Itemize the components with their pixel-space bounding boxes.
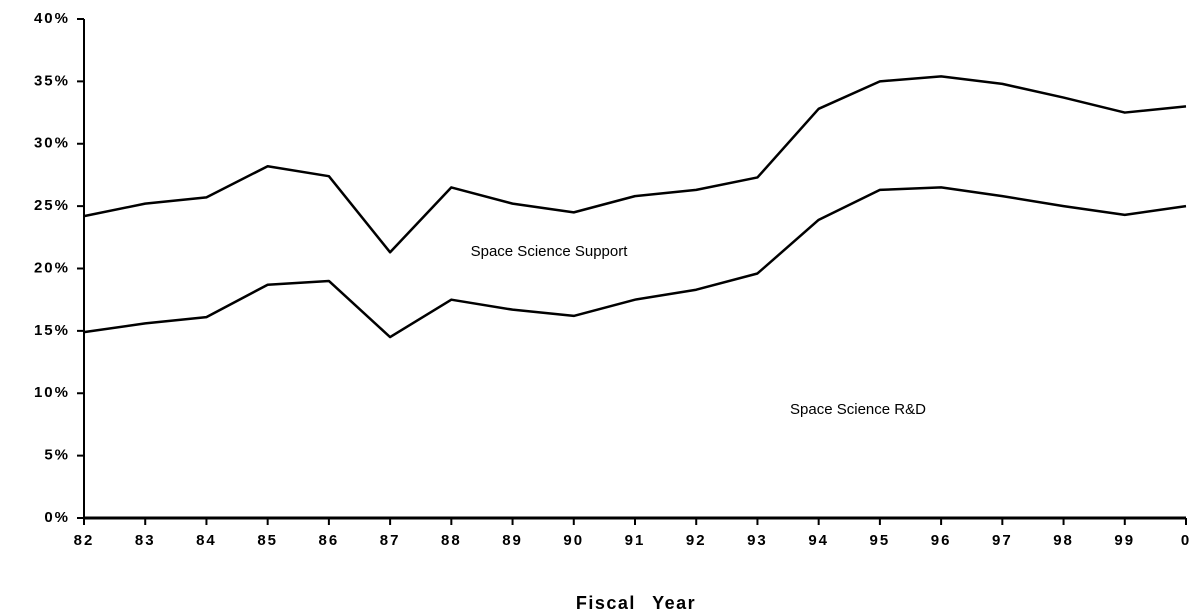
x-tick-label: 96	[931, 532, 952, 549]
y-tick-label: 35%	[34, 72, 70, 89]
x-tick-label: 84	[196, 532, 217, 549]
y-tick-label: 0%	[44, 509, 70, 526]
x-tick-label: 85	[257, 532, 278, 549]
y-tick-label: 25%	[34, 197, 70, 214]
x-tick-label: 91	[625, 532, 646, 549]
x-tick-label: 89	[502, 532, 523, 549]
x-tick-label: 92	[686, 532, 707, 549]
series-label: Space Science R&D	[790, 401, 926, 418]
x-tick-label: 88	[441, 532, 462, 549]
x-tick-label: 93	[747, 532, 768, 549]
y-tick-label: 20%	[34, 259, 70, 276]
y-tick-label: 40%	[34, 10, 70, 27]
x-tick-label: 86	[319, 532, 340, 549]
x-tick-label: 98	[1053, 532, 1074, 549]
x-tick-label: 83	[135, 532, 156, 549]
x-tick-label: 82	[74, 532, 95, 549]
x-axis-title: Fiscal Year	[576, 593, 696, 613]
y-tick-label: 15%	[34, 322, 70, 339]
x-tick-label: 94	[808, 532, 829, 549]
x-tick-label: 90	[563, 532, 584, 549]
x-tick-label: 95	[870, 532, 891, 549]
series-label: Space Science Support	[471, 243, 629, 260]
x-tick-label: 99	[1114, 532, 1135, 549]
y-tick-label: 10%	[34, 384, 70, 401]
series-line	[83, 75, 1187, 254]
y-tick-label: 5%	[44, 447, 70, 464]
x-tick-label: 97	[992, 532, 1013, 549]
y-tick-label: 30%	[34, 135, 70, 152]
x-tick-label: 87	[380, 532, 401, 549]
x-tick-label: 0	[1181, 532, 1191, 549]
series-line	[83, 186, 1187, 339]
